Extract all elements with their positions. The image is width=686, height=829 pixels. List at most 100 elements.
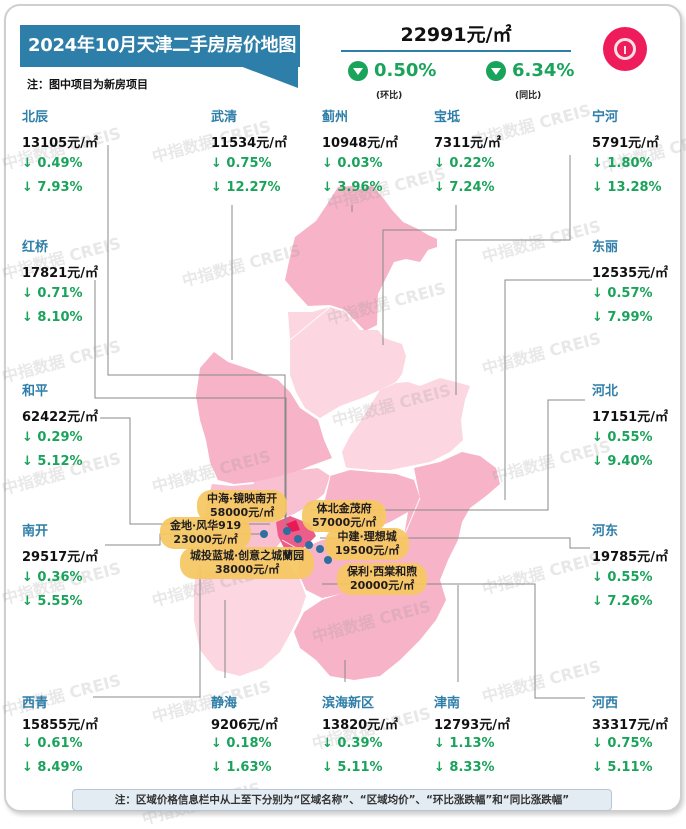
district-price: 19785元/㎡	[592, 550, 668, 565]
district-mom-change: ↓ 1.80%	[592, 156, 653, 171]
district-price: 62422元/㎡	[22, 410, 98, 425]
district-name: 宁河	[592, 110, 619, 125]
title-callout-tail	[240, 66, 298, 88]
district-hebei: 河北 17151元/㎡ ↓ 0.55% ↓ 9.40%	[592, 380, 686, 472]
project-price: 38000元/㎡	[214, 563, 280, 576]
district-mom-change: ↓ 0.22%	[434, 156, 495, 171]
legend-note: 注：区域价格信息栏中从上至下分别为“区域名称”、“区域均价”、“环比涨跌幅”和“…	[72, 789, 612, 811]
district-price: 29517元/㎡	[22, 550, 98, 565]
district-yoy-change: ↓ 7.26%	[592, 594, 653, 609]
district-heping: 和平 62422元/㎡ ↓ 0.29% ↓ 5.12%	[22, 380, 122, 472]
district-mom-change: ↓ 0.39%	[322, 736, 383, 751]
yoy-change-value: 6.34%	[512, 60, 575, 81]
down-triangle-icon	[486, 60, 506, 81]
district-price: 17151元/㎡	[592, 410, 668, 425]
district-yoy-change: ↓ 8.33%	[434, 760, 495, 775]
district-price: 13820元/㎡	[322, 718, 398, 733]
district-name: 蓟州	[322, 110, 349, 125]
district-baodi: 宝坻 7311元/㎡ ↓ 0.22% ↓ 7.24%	[434, 106, 534, 198]
district-name: 南开	[22, 524, 49, 539]
district-jinghai: 静海 9206元/㎡ ↓ 0.18% ↓ 1.63%	[211, 692, 311, 778]
district-yoy-change: ↓ 5.11%	[592, 760, 653, 775]
district-price: 9206元/㎡	[211, 718, 278, 733]
district-mom-change: ↓ 0.49%	[22, 156, 83, 171]
project-name: 中建·理想城	[337, 530, 397, 543]
district-hongqiao: 红桥 17821元/㎡ ↓ 0.71% ↓ 8.10%	[22, 236, 122, 328]
district-mom-change: ↓ 0.36%	[22, 570, 83, 585]
district-mom-change: ↓ 0.29%	[22, 430, 83, 445]
yoy-change: 6.34%	[486, 60, 574, 81]
district-name: 东丽	[592, 240, 619, 255]
district-mom-change: ↓ 0.55%	[592, 430, 653, 445]
project-name: 金地·风华919	[170, 519, 242, 532]
district-name: 河西	[592, 696, 619, 711]
district-hedong: 河东 19785元/㎡ ↓ 0.55% ↓ 7.26%	[592, 520, 686, 612]
district-yoy-change: ↓ 13.28%	[592, 180, 662, 195]
project-location-dot	[316, 545, 324, 553]
district-mom-change: ↓ 1.13%	[434, 736, 495, 751]
district-name: 津南	[434, 696, 461, 711]
district-mom-change: ↓ 0.61%	[22, 736, 83, 751]
district-price: 10948元/㎡	[322, 136, 398, 151]
district-yoy-change: ↓ 7.93%	[22, 180, 83, 195]
district-yoy-change: ↓ 12.27%	[211, 180, 281, 195]
header-divider	[341, 50, 571, 52]
district-yoy-change: ↓ 3.96%	[322, 180, 383, 195]
district-beichen: 北辰 13105元/㎡ ↓ 0.49% ↓ 7.93%	[22, 106, 122, 198]
district-name: 西青	[22, 696, 49, 711]
project-name: 中海·镜映南开	[207, 492, 278, 505]
project-location-dot	[305, 541, 313, 549]
district-price: 15855元/㎡	[22, 718, 98, 733]
project-label: 中海·镜映南开 58000元/㎡	[197, 490, 288, 522]
district-mom-change: ↓ 0.75%	[211, 156, 272, 171]
district-binhai: 滨海新区 13820元/㎡ ↓ 0.39% ↓ 5.11%	[322, 692, 422, 778]
project-label: 金地·风华919 23000元/㎡	[160, 517, 252, 549]
district-dongli: 东丽 12535元/㎡ ↓ 0.57% ↓ 7.99%	[592, 236, 686, 328]
district-yoy-change: ↓ 7.99%	[592, 310, 653, 325]
district-price: 12535元/㎡	[592, 266, 668, 281]
project-price: 20000元/㎡	[349, 579, 415, 592]
creis-logo-icon	[603, 27, 647, 71]
district-jizhou: 蓟州 10948元/㎡ ↓ 0.03% ↓ 3.96%	[322, 106, 422, 198]
project-name: 城投蓝城·创意之城蘭园	[190, 549, 305, 562]
district-name: 静海	[211, 696, 238, 711]
district-mom-change: ↓ 0.55%	[592, 570, 653, 585]
district-name: 红桥	[22, 240, 49, 255]
district-jinnan: 津南 12793元/㎡ ↓ 1.13% ↓ 8.33%	[434, 692, 534, 778]
district-name: 滨海新区	[322, 696, 375, 711]
project-location-dot	[294, 535, 302, 543]
district-price: 11534元/㎡	[211, 136, 287, 151]
district-yoy-change: ↓ 5.12%	[22, 454, 83, 469]
project-name: 体北金茂府	[316, 502, 372, 515]
district-xiqing: 西青 15855元/㎡ ↓ 0.61% ↓ 8.49%	[22, 692, 122, 778]
district-yoy-change: ↓ 8.10%	[22, 310, 83, 325]
district-yoy-change: ↓ 5.11%	[322, 760, 383, 775]
district-nankai: 南开 29517元/㎡ ↓ 0.36% ↓ 5.55%	[22, 520, 122, 612]
district-mom-change: ↓ 0.18%	[211, 736, 272, 751]
district-price: 12793元/㎡	[434, 718, 510, 733]
district-name: 武清	[211, 110, 238, 125]
district-name: 北辰	[22, 110, 49, 125]
projects-note: 注：图中项目为新房项目	[27, 78, 148, 91]
district-yoy-change: ↓ 8.49%	[22, 760, 83, 775]
district-mom-change: ↓ 0.71%	[22, 286, 83, 301]
district-yoy-change: ↓ 1.63%	[211, 760, 272, 775]
district-price: 33317元/㎡	[592, 718, 668, 733]
district-name: 河北	[592, 384, 619, 399]
project-price: 19500元/㎡	[335, 544, 400, 557]
project-location-dot	[324, 556, 332, 564]
down-triangle-icon	[348, 60, 368, 81]
district-name: 宝坻	[434, 110, 461, 125]
project-price: 57000元/㎡	[312, 516, 377, 529]
district-wuqing: 武清 11534元/㎡ ↓ 0.75% ↓ 12.27%	[211, 106, 311, 198]
district-price: 5791元/㎡	[592, 136, 659, 151]
district-mom-change: ↓ 0.75%	[592, 736, 653, 751]
mom-change: 0.50%	[348, 60, 436, 81]
district-mom-change: ↓ 0.57%	[592, 286, 653, 301]
project-name: 保利·西棠和煦	[347, 565, 418, 578]
district-ninghe: 宁河 5791元/㎡ ↓ 1.80% ↓ 13.28%	[592, 106, 686, 198]
district-price: 7311元/㎡	[434, 136, 501, 151]
district-mom-change: ↓ 0.03%	[322, 156, 383, 171]
district-yoy-change: ↓ 9.40%	[592, 454, 653, 469]
district-price: 13105元/㎡	[22, 136, 98, 151]
